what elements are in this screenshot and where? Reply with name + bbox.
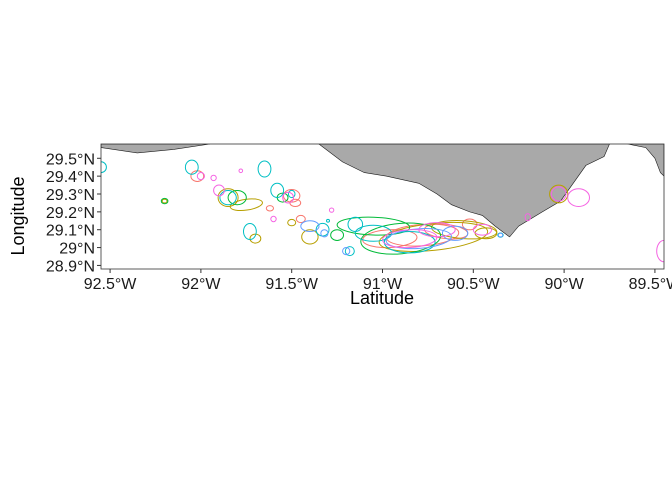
home-range-contour — [330, 229, 345, 242]
home-range-contour — [378, 221, 489, 252]
land-layer — [101, 144, 664, 238]
home-range-contour — [360, 222, 442, 255]
x-axis: 92.5°W 92°W 91.5°W 91°W 90.5°W 90°W 89.5°W — [84, 269, 672, 293]
home-range-contour — [287, 218, 297, 227]
y-tick-label: 29.4°N — [46, 169, 95, 186]
home-range-layer — [101, 159, 664, 263]
home-range-contour — [270, 215, 277, 223]
home-range-contour — [497, 232, 504, 238]
x-tick-label: 92°W — [181, 276, 221, 293]
home-range-contour — [265, 205, 274, 212]
home-range-contour — [287, 189, 296, 199]
x-tick-label: 89.5°W — [629, 276, 672, 293]
home-range-contour — [282, 191, 295, 204]
home-range-contour — [328, 207, 335, 213]
home-range-contour — [567, 188, 590, 208]
home-range-contour — [472, 223, 492, 236]
y-axis-title: Longitude — [8, 176, 28, 255]
home-range-contour — [243, 223, 257, 240]
home-range-contour — [550, 186, 567, 202]
y-tick-label: 29.3°N — [46, 187, 95, 204]
home-range-contour — [300, 220, 320, 233]
home-range-contour — [383, 231, 436, 254]
home-range-contour — [161, 198, 168, 204]
land-polygon-0 — [101, 144, 211, 154]
home-range-contour — [344, 246, 355, 257]
home-range-contour — [418, 222, 456, 238]
x-tick-label: 90.5°W — [447, 276, 501, 293]
home-range-contour — [295, 214, 306, 224]
home-range-contour — [320, 229, 329, 238]
home-range-contour — [217, 188, 239, 208]
home-range-contour — [249, 233, 262, 244]
home-range-contour — [160, 197, 169, 205]
y-tick-label: 29.5°N — [46, 151, 95, 168]
home-range-contour — [270, 182, 285, 198]
home-range-contour — [301, 229, 319, 245]
home-range-contour — [257, 160, 272, 178]
home-range-contour — [385, 228, 452, 250]
x-tick-label: 92.5°W — [84, 276, 138, 293]
home-range-contour — [524, 213, 531, 222]
home-range-contour — [213, 184, 225, 197]
y-tick-label: 29.2°N — [46, 205, 95, 222]
home-range-contour — [101, 161, 107, 174]
x-tick-label: 91.5°W — [265, 276, 319, 293]
home-range-contour — [326, 218, 330, 223]
home-range-contour — [441, 225, 469, 241]
home-range-contour — [656, 239, 664, 263]
home-range-contour — [336, 216, 411, 236]
home-range-contour — [238, 168, 244, 174]
land-polygon-2 — [627, 144, 664, 177]
map-panel — [100, 143, 665, 270]
x-tick-label: 90°W — [544, 276, 584, 293]
home-range-contour — [210, 174, 217, 182]
x-axis-title: Latitude — [350, 288, 414, 308]
home-range-contour — [196, 172, 205, 181]
y-tick-label: 29°N — [59, 241, 95, 258]
home-range-contour — [549, 184, 569, 204]
land-polygon-1 — [318, 144, 610, 238]
home-range-contour — [219, 190, 237, 206]
x-tick-label: 91°W — [363, 276, 403, 293]
y-tick-label: 28.9°N — [46, 258, 95, 275]
y-tick-label: 29.1°N — [46, 223, 95, 240]
home-range-contour — [227, 190, 247, 206]
home-range-contour — [184, 159, 199, 175]
y-axis: 28.9°N29°N29.1°N29.2°N29.3°N29.4°N29.5°N — [46, 151, 101, 275]
home-range-contour — [342, 247, 351, 256]
